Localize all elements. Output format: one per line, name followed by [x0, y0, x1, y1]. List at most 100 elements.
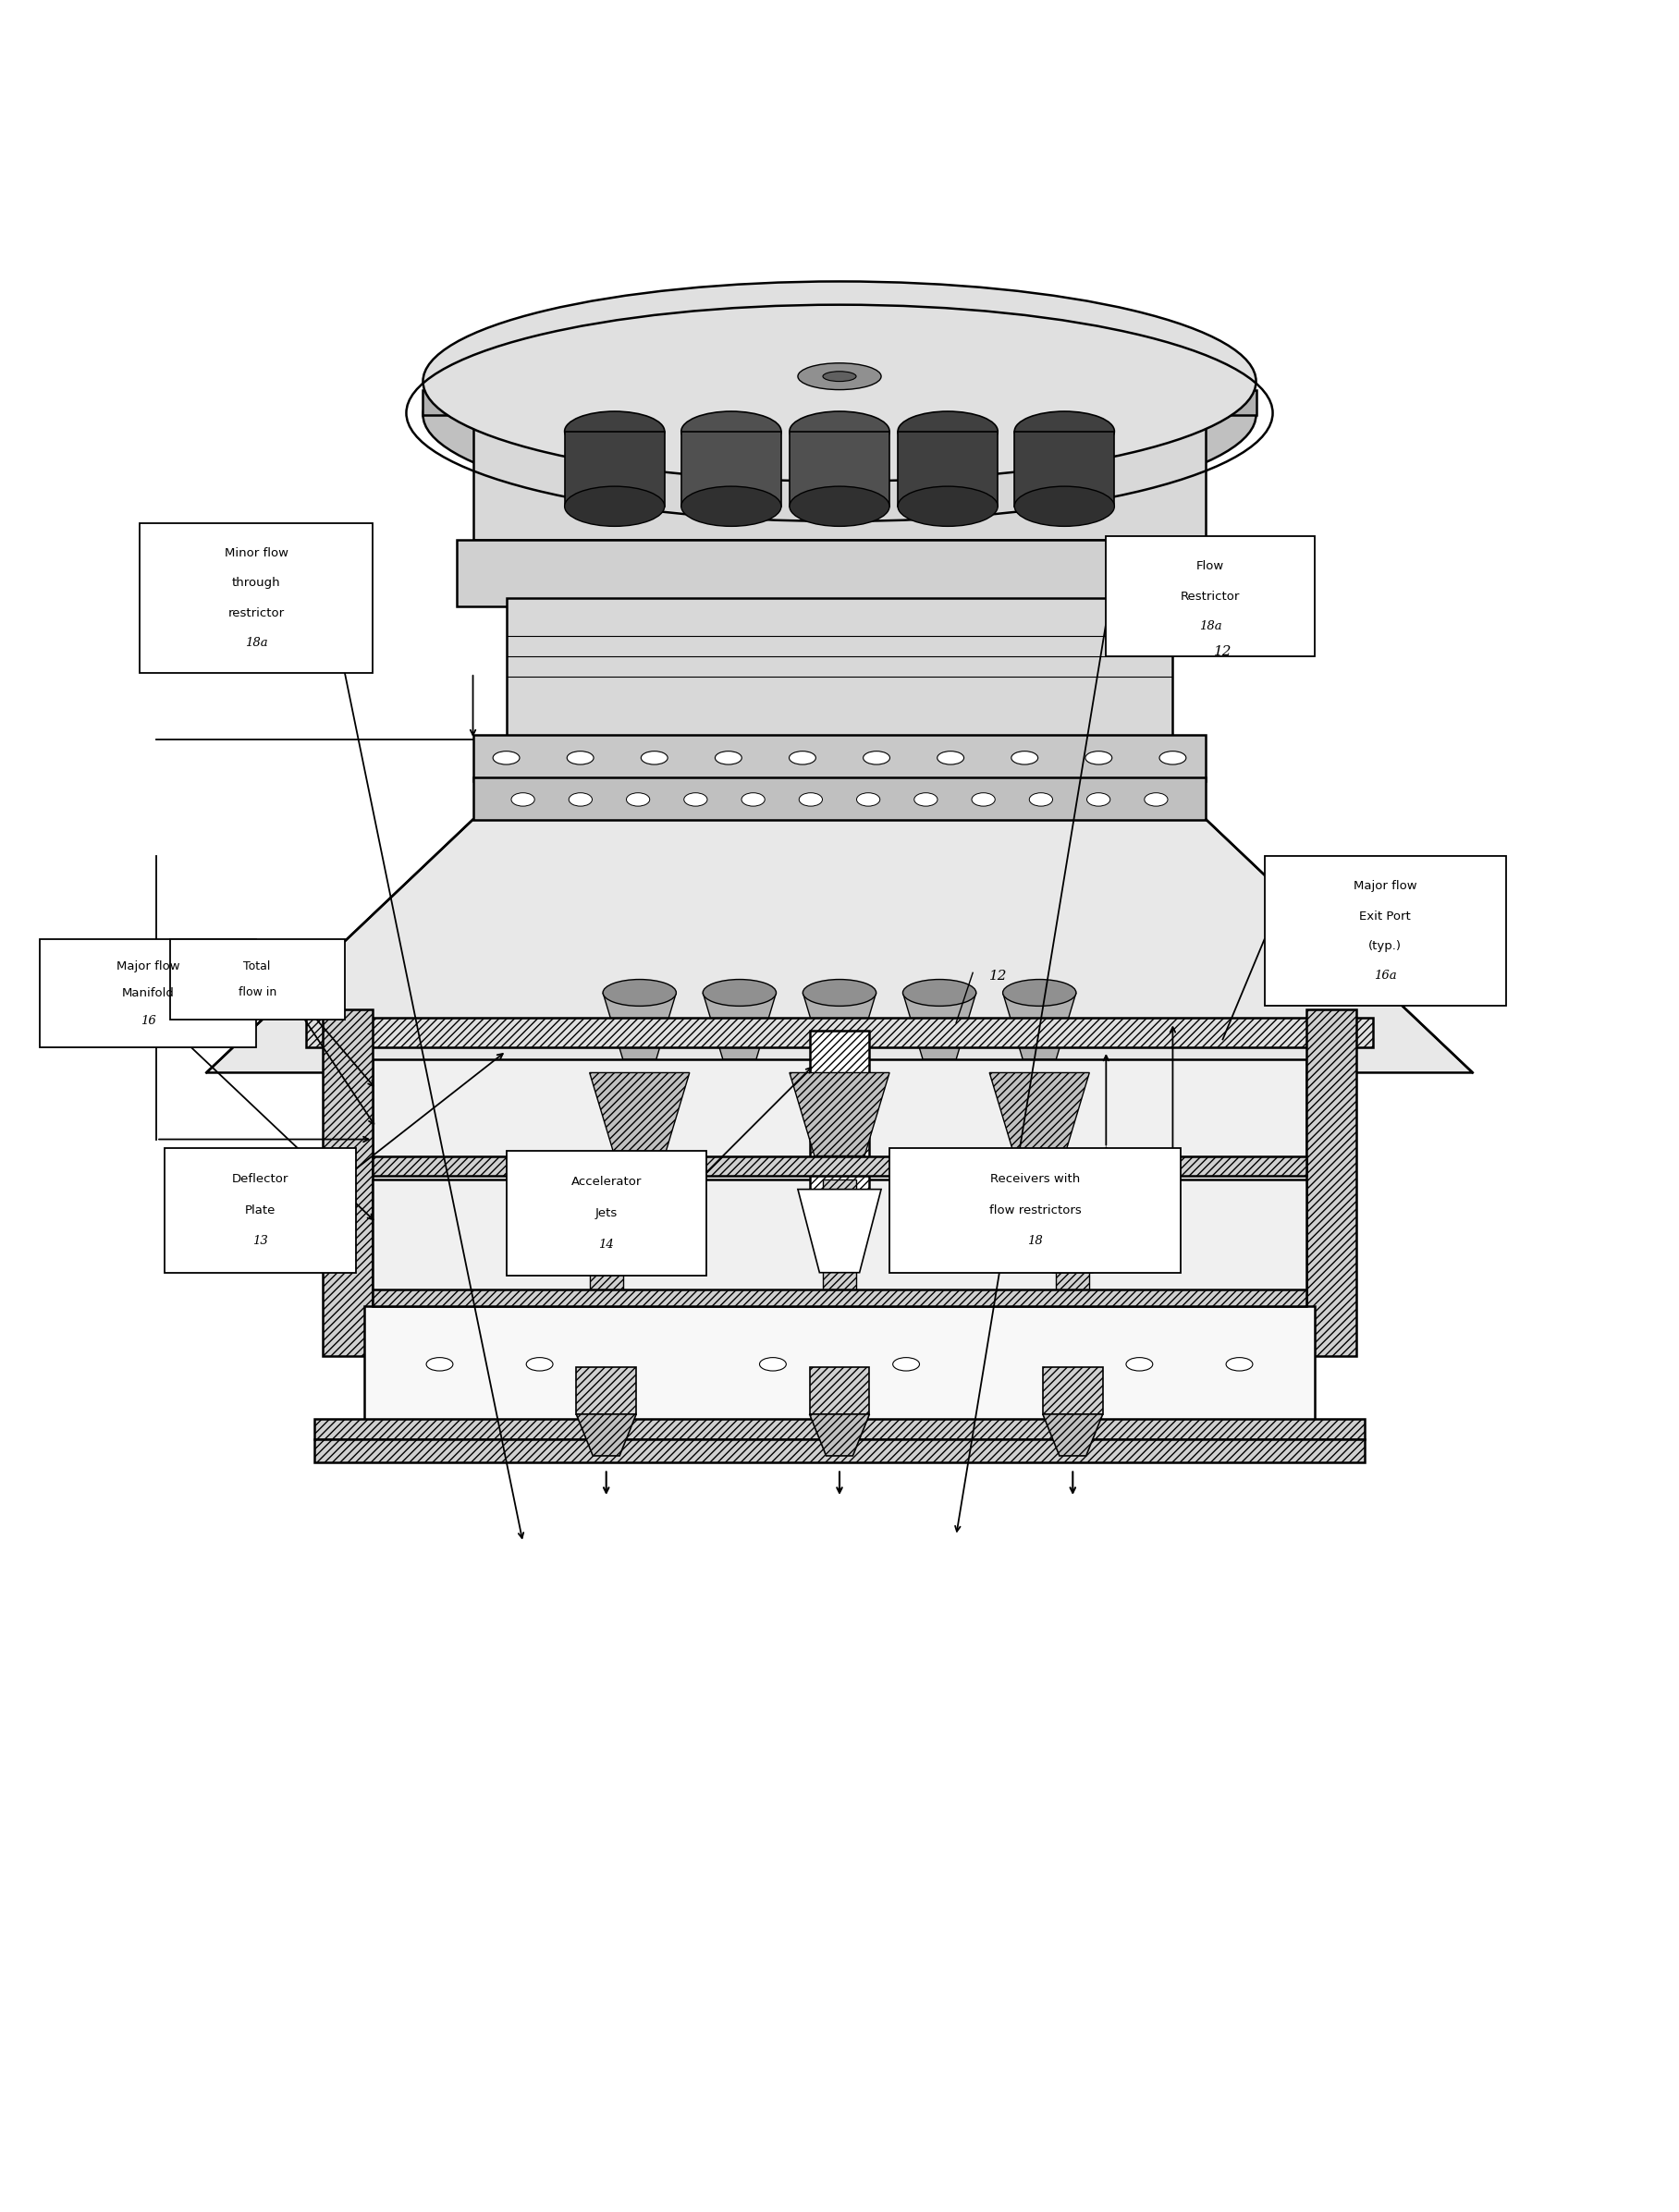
FancyBboxPatch shape [1264, 856, 1506, 1006]
Polygon shape [789, 1073, 890, 1157]
Ellipse shape [789, 752, 816, 765]
Text: Minor flow: Minor flow [225, 546, 289, 560]
Text: Flow: Flow [1195, 560, 1224, 573]
Text: 16: 16 [141, 1015, 156, 1026]
Bar [322, 1009, 373, 1356]
Text: 16a: 16a [1373, 971, 1397, 982]
Polygon shape [798, 1190, 881, 1272]
Ellipse shape [564, 411, 665, 451]
Text: Deflector: Deflector [232, 1172, 289, 1186]
Ellipse shape [568, 752, 594, 765]
Bar [1014, 431, 1115, 507]
Ellipse shape [682, 411, 781, 451]
Ellipse shape [742, 792, 766, 805]
FancyBboxPatch shape [890, 1148, 1180, 1272]
FancyBboxPatch shape [507, 1150, 707, 1276]
Bar [373, 1290, 1306, 1305]
Ellipse shape [759, 1358, 786, 1371]
Bar [1043, 1367, 1103, 1413]
Bar [809, 1031, 870, 1197]
Text: Jets: Jets [594, 1208, 618, 1219]
FancyBboxPatch shape [165, 1148, 356, 1272]
Bar [314, 1420, 1365, 1440]
Bar [809, 1367, 870, 1413]
Ellipse shape [789, 487, 890, 526]
Polygon shape [423, 389, 1256, 414]
Polygon shape [1031, 1190, 1115, 1272]
Polygon shape [903, 993, 975, 1060]
Bar [564, 431, 665, 507]
Bar [507, 597, 1172, 739]
Polygon shape [704, 993, 776, 1060]
Ellipse shape [682, 487, 781, 526]
Polygon shape [989, 1073, 1090, 1157]
Ellipse shape [856, 792, 880, 805]
Bar [373, 1060, 1306, 1159]
Ellipse shape [1011, 752, 1038, 765]
Bar [373, 1179, 1306, 1292]
Ellipse shape [937, 752, 964, 765]
Ellipse shape [893, 1358, 920, 1371]
Bar [589, 1179, 623, 1292]
Bar [789, 431, 890, 507]
Bar [1306, 1009, 1357, 1356]
Polygon shape [803, 993, 876, 1060]
Bar [364, 1305, 1315, 1422]
Text: flow in: flow in [238, 987, 277, 1000]
Ellipse shape [1086, 792, 1110, 805]
Text: Major flow: Major flow [1353, 880, 1417, 891]
Ellipse shape [683, 792, 707, 805]
Ellipse shape [626, 792, 650, 805]
Ellipse shape [1127, 1358, 1153, 1371]
Ellipse shape [569, 792, 593, 805]
Ellipse shape [1085, 752, 1111, 765]
Ellipse shape [803, 980, 876, 1006]
Bar [314, 1440, 1365, 1462]
Ellipse shape [1145, 792, 1167, 805]
Text: 12: 12 [1214, 644, 1232, 657]
Ellipse shape [1014, 487, 1115, 526]
Text: 12: 12 [989, 969, 1007, 982]
Bar [576, 1367, 636, 1413]
Ellipse shape [494, 752, 519, 765]
FancyBboxPatch shape [139, 522, 373, 672]
Ellipse shape [564, 487, 665, 526]
Ellipse shape [423, 281, 1256, 482]
Text: 13: 13 [254, 1234, 269, 1248]
Bar [473, 734, 1206, 781]
Bar [373, 1157, 1306, 1177]
Polygon shape [576, 1413, 636, 1455]
Text: Manifold: Manifold [123, 987, 175, 1000]
Ellipse shape [1014, 411, 1115, 451]
Text: Major flow: Major flow [116, 960, 180, 973]
Bar [1056, 1179, 1090, 1292]
Ellipse shape [641, 752, 668, 765]
Bar [682, 431, 781, 507]
Ellipse shape [798, 363, 881, 389]
Ellipse shape [823, 372, 856, 380]
Ellipse shape [898, 411, 997, 451]
Ellipse shape [704, 980, 776, 1006]
Text: 18a: 18a [1199, 619, 1222, 633]
Text: Receivers with: Receivers with [991, 1172, 1080, 1186]
Polygon shape [564, 1190, 648, 1272]
Ellipse shape [972, 792, 996, 805]
Ellipse shape [715, 752, 742, 765]
Text: restrictor: restrictor [228, 606, 285, 619]
Text: (typ.): (typ.) [1368, 940, 1402, 951]
Ellipse shape [903, 980, 975, 1006]
Bar [473, 422, 1206, 540]
Ellipse shape [913, 792, 937, 805]
Polygon shape [603, 993, 677, 1060]
Text: Restrictor: Restrictor [1180, 591, 1241, 602]
Ellipse shape [512, 792, 534, 805]
Polygon shape [207, 818, 1472, 1073]
Text: Plate: Plate [245, 1203, 275, 1217]
Polygon shape [809, 1413, 870, 1455]
Text: Exit Port: Exit Port [1360, 909, 1410, 922]
Text: 18a: 18a [245, 637, 267, 648]
FancyBboxPatch shape [170, 940, 344, 1020]
Text: 18: 18 [1028, 1234, 1043, 1248]
Text: through: through [232, 577, 280, 588]
Ellipse shape [1160, 752, 1185, 765]
